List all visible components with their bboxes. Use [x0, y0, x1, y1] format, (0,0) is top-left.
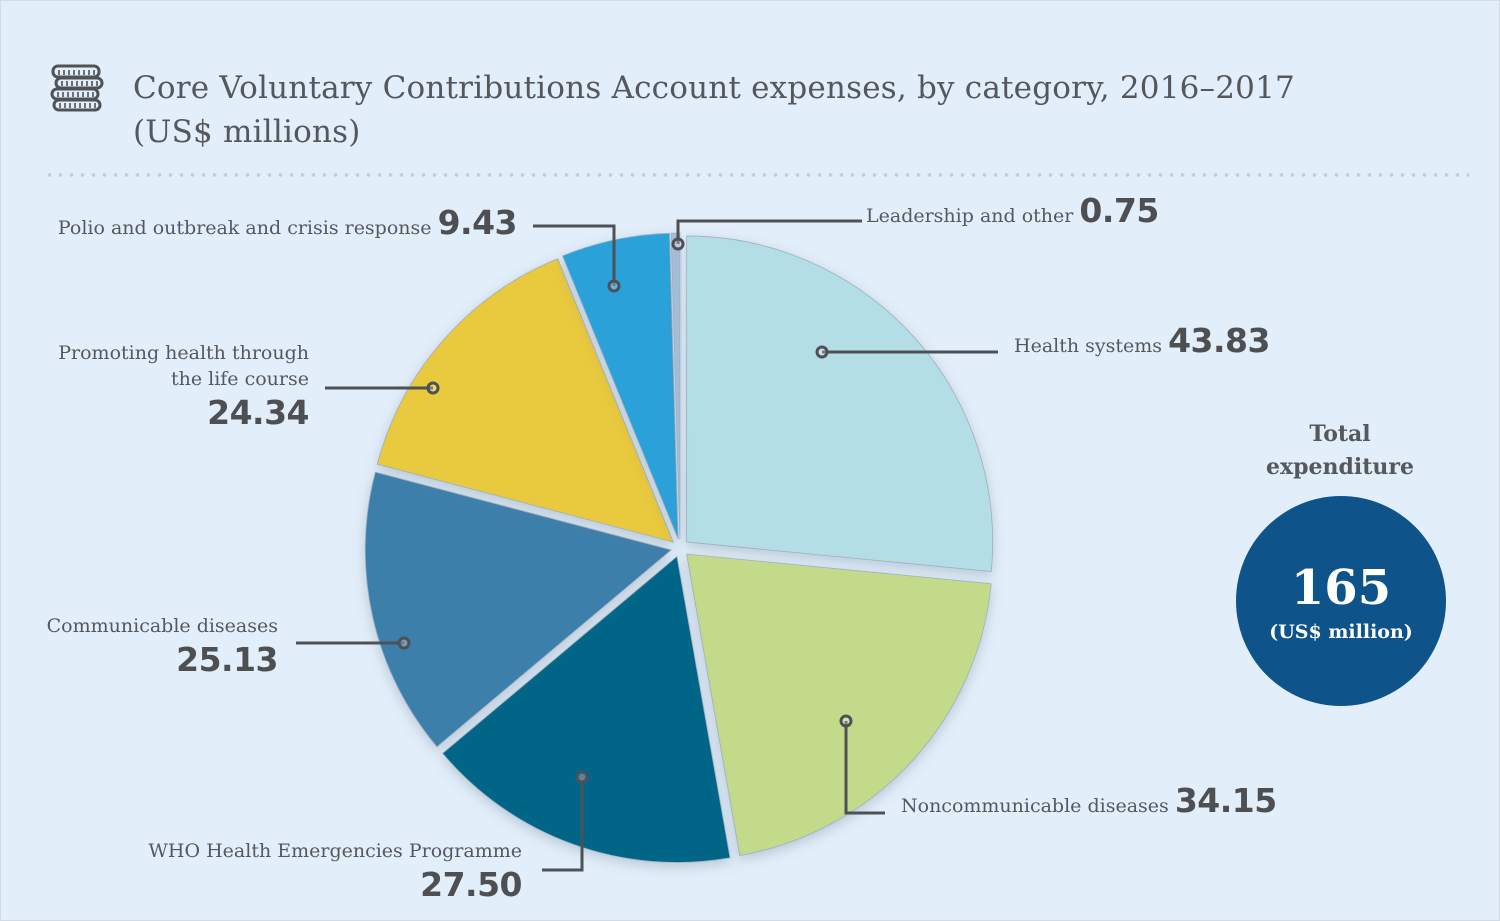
leader-line-who-emergencies — [542, 777, 584, 872]
label-leadership-text: Leadership and other — [866, 205, 1074, 227]
label-who-emergencies-text: WHO Health Emergencies Programme — [148, 840, 522, 862]
pie-slice-communicable — [364, 471, 673, 748]
label-who-emergencies: WHO Health Emergencies Programme 27.50 — [0, 838, 522, 906]
total-expenditure-badge: 165 (US$ million) — [1236, 496, 1446, 706]
label-polio: Polio and outbreak and crisis response 9… — [0, 206, 518, 241]
leader-dot-health-systems — [815, 345, 829, 359]
label-who-emergencies-value: 27.50 — [420, 865, 522, 904]
leader-dot-communicable — [397, 636, 411, 650]
label-noncommunicable: Noncommunicable diseases 34.15 — [901, 784, 1277, 819]
leader-dot-noncommunicable — [839, 714, 853, 728]
chart-title-line2: (US$ millions) — [133, 114, 361, 150]
total-value: 165 — [1290, 560, 1392, 616]
leader-line-polio — [533, 224, 616, 286]
label-leadership-value: 0.75 — [1079, 191, 1159, 230]
leader-line-leadership — [676, 219, 862, 244]
label-communicable-text: Communicable diseases — [46, 615, 278, 637]
leader-dot-promoting-health — [426, 381, 440, 395]
label-noncommunicable-value: 34.15 — [1174, 781, 1277, 820]
label-promoting-health-value: 24.34 — [207, 393, 309, 432]
pie-slice-who-emergencies — [442, 555, 731, 863]
pie-slice-promoting-health — [376, 258, 674, 543]
label-communicable-value: 25.13 — [176, 640, 278, 679]
label-promoting-health: Promoting health through the life course… — [0, 340, 309, 434]
leader-dot-who-emergencies — [575, 770, 589, 784]
total-label-line1: Total — [1309, 421, 1371, 447]
label-promoting-health-line2: the life course — [170, 368, 309, 390]
chart-title: Core Voluntary Contributions Account exp… — [133, 66, 1393, 154]
pie-slice-noncommunicable — [686, 553, 992, 856]
total-unit: (US$ million) — [1269, 621, 1413, 643]
coins-stack-icon — [50, 64, 104, 112]
dotted-divider — [44, 173, 1469, 177]
label-health-systems: Health systems 43.83 — [1014, 324, 1270, 359]
label-polio-value: 9.43 — [437, 203, 518, 242]
leader-line-noncommunicable — [844, 721, 885, 815]
leader-dot-polio — [607, 279, 621, 293]
pie-slice-health-systems — [686, 235, 994, 573]
label-promoting-health-line1: Promoting health through — [58, 342, 309, 364]
label-polio-text: Polio and outbreak and crisis response — [57, 217, 432, 239]
chart-title-line1: Core Voluntary Contributions Account exp… — [133, 70, 1295, 106]
label-health-systems-text: Health systems — [1014, 335, 1163, 357]
label-communicable: Communicable diseases 25.13 — [0, 613, 279, 681]
label-noncommunicable-text: Noncommunicable diseases — [901, 795, 1169, 817]
pie-slice-leadership — [670, 232, 681, 540]
label-leadership: Leadership and other 0.75 — [866, 194, 1159, 229]
total-label-line2: expenditure — [1266, 454, 1414, 480]
leader-dot-leadership — [671, 237, 685, 251]
total-expenditure-label: Total expenditure — [1240, 418, 1440, 484]
label-health-systems-value: 43.83 — [1168, 321, 1270, 360]
